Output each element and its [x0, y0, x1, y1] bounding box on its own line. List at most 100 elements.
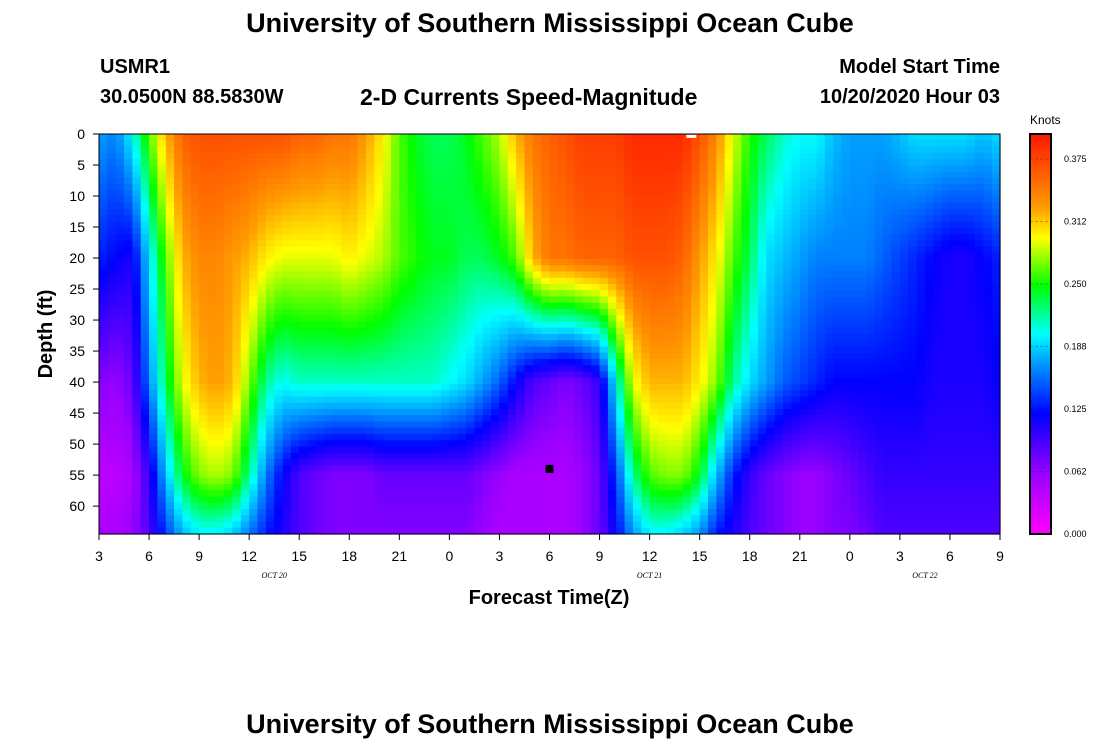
heatmap-cell — [157, 315, 167, 323]
heatmap-cell — [891, 340, 901, 348]
heatmap-cell — [716, 409, 726, 416]
heatmap-cell — [691, 415, 701, 423]
heatmap-cell — [733, 334, 742, 341]
heatmap-cell — [808, 409, 818, 416]
heatmap-cell — [566, 321, 576, 329]
heatmap-cell — [874, 371, 884, 379]
heatmap-cell — [390, 384, 400, 391]
heatmap-cell — [374, 315, 384, 323]
heatmap-cell — [199, 290, 209, 298]
heatmap-cell — [649, 215, 659, 223]
heatmap-cell — [874, 177, 884, 185]
heatmap-cell — [791, 152, 801, 160]
heatmap-cell — [724, 196, 734, 204]
heatmap-cell — [107, 265, 117, 273]
heatmap-cell — [282, 159, 292, 166]
heatmap-cell — [207, 234, 217, 241]
heatmap-cell — [866, 340, 876, 348]
heatmap-cell — [307, 384, 317, 391]
heatmap-cell — [390, 415, 400, 423]
heatmap-cell — [924, 215, 934, 223]
heatmap-cell — [324, 259, 334, 266]
heatmap-cell — [841, 327, 851, 335]
heatmap-cell — [482, 209, 492, 216]
heatmap-cell — [349, 290, 359, 298]
heatmap-cell — [549, 396, 559, 404]
heatmap-cell — [574, 390, 584, 398]
heatmap-cell — [682, 384, 692, 391]
heatmap-cell — [215, 421, 225, 429]
heatmap-cell — [457, 190, 467, 198]
heatmap-cell — [958, 165, 968, 173]
heatmap-cell — [99, 146, 108, 154]
heatmap-cell — [674, 346, 684, 354]
heatmap-cell — [99, 252, 108, 260]
heatmap-cell — [657, 202, 667, 210]
heatmap-cell — [649, 340, 659, 348]
heatmap-cell — [432, 146, 442, 154]
heatmap-cell — [649, 334, 659, 341]
heatmap-cell — [591, 252, 601, 260]
heatmap-cell — [841, 171, 851, 179]
heatmap-cell — [758, 196, 767, 204]
heatmap-cell — [849, 390, 859, 398]
heatmap-cell — [557, 240, 567, 248]
heatmap-cell — [816, 196, 826, 204]
heatmap-cell — [182, 240, 192, 248]
heatmap-cell — [758, 365, 767, 373]
heatmap-cell — [274, 265, 284, 273]
heatmap-cell — [974, 327, 984, 335]
heatmap-cell — [874, 352, 884, 360]
heatmap-cell — [274, 421, 284, 429]
heatmap-cell — [340, 165, 350, 173]
heatmap-cell — [499, 190, 509, 198]
heatmap-cell — [307, 159, 317, 166]
heatmap-cell — [274, 152, 284, 160]
heatmap-cell — [140, 340, 150, 348]
heatmap-cell — [449, 134, 459, 141]
heatmap-cell — [599, 390, 609, 398]
heatmap-cell — [891, 190, 901, 198]
heatmap-cell — [549, 271, 559, 279]
heatmap-cell — [215, 277, 225, 285]
heatmap-cell — [249, 202, 259, 210]
heatmap-cell — [507, 184, 517, 191]
heatmap-cell — [240, 259, 250, 266]
heatmap-cell — [899, 209, 909, 216]
heatmap-cell — [541, 240, 551, 248]
heatmap-cell — [824, 365, 834, 373]
heatmap-cell — [891, 284, 901, 291]
heatmap-cell — [791, 284, 801, 291]
heatmap-cell — [766, 365, 776, 373]
heatmap-cell — [674, 240, 684, 248]
heatmap-cell — [599, 221, 609, 229]
heatmap-cell — [174, 234, 184, 241]
heatmap-cell — [157, 246, 167, 254]
heatmap-cell — [224, 246, 234, 254]
heatmap-cell — [416, 346, 425, 354]
heatmap-cell — [382, 371, 392, 379]
heatmap-cell — [416, 159, 425, 166]
heatmap-cell — [941, 159, 951, 166]
heatmap-cell — [232, 165, 242, 173]
heatmap-cell — [941, 277, 951, 285]
heatmap-cell — [240, 340, 250, 348]
heatmap-cell — [132, 302, 142, 310]
heatmap-cell — [274, 396, 284, 404]
heatmap-cell — [157, 352, 167, 360]
heatmap-cell — [791, 296, 801, 304]
heatmap-cell — [466, 215, 476, 223]
heatmap-cell — [124, 252, 133, 260]
heatmap-cell — [491, 134, 501, 141]
heatmap-cell — [916, 284, 926, 291]
heatmap-cell — [983, 371, 993, 379]
heatmap-cell — [899, 234, 909, 241]
heatmap-cell — [983, 252, 993, 260]
heatmap-cell — [966, 140, 976, 148]
heatmap-cell — [974, 165, 984, 173]
heatmap-cell — [758, 159, 767, 166]
heatmap-cell — [949, 390, 959, 398]
heatmap-cell — [799, 315, 809, 323]
heatmap-cell — [657, 309, 667, 316]
heatmap-cell — [841, 315, 851, 323]
